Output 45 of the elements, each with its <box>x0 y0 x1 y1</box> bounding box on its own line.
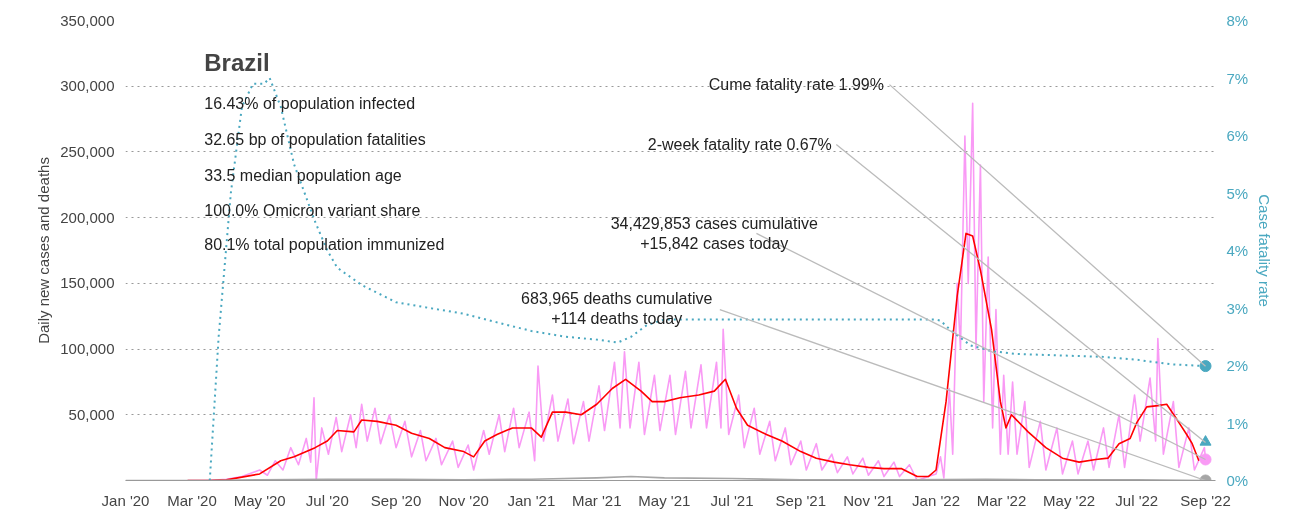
y-tick-label: 250,000 <box>60 142 115 160</box>
x-tick-label: Mar '20 <box>167 491 217 509</box>
x-tick-label: May '22 <box>1043 491 1096 509</box>
annotation: 16.43% of population infected <box>204 95 416 113</box>
annotation: 80.1% total population immunized <box>204 235 445 253</box>
y-tick-label: 350,000 <box>60 11 115 29</box>
x-tick-label: Sep '20 <box>370 491 422 509</box>
y2-tick-label: 0% <box>1226 472 1249 489</box>
x-tick-label: Mar '21 <box>571 491 622 509</box>
y2-tick-label: 5% <box>1226 184 1249 202</box>
text: Brazil <box>204 49 270 77</box>
x-tick-label: Jul '21 <box>710 491 754 509</box>
y2-tick-label: 2% <box>1226 357 1249 374</box>
y2-tick-label: 3% <box>1226 299 1249 317</box>
annotation: 683,965 deaths cumulative +114 deaths today <box>521 289 713 328</box>
y-axis-title: Daily new cases and deaths <box>35 157 53 344</box>
annotation: 100.0% Omicron variant share <box>204 201 421 219</box>
annotation: 32.65 bp of population fatalities <box>204 130 426 148</box>
y2-tick-label: 7% <box>1226 69 1249 87</box>
annotation: 34,429,853 cases cumulative +15,842 cases today <box>610 214 819 253</box>
x-tick-label: Jan '20 <box>101 491 150 509</box>
y2-axis-title: Case fatality rate <box>1256 194 1274 307</box>
x-tick-label: Nov '21 <box>843 491 894 509</box>
x-tick-label: Nov '20 <box>438 491 489 509</box>
y-tick-label: 50,000 <box>68 405 115 423</box>
x-tick-label: Jul '22 <box>1115 491 1159 509</box>
y-tick-label: 200,000 <box>60 208 115 226</box>
annotation: 33.5 median population age <box>204 166 402 184</box>
annotation: 2-week fatality rate 0.67% <box>647 135 832 153</box>
x-tick-label: May '21 <box>638 491 691 509</box>
x-tick-label: Jul '20 <box>305 491 349 509</box>
x-tick-label: Mar '22 <box>976 491 1027 509</box>
x-tick-label: Jan '22 <box>912 491 961 509</box>
annotation: Cume fatality rate 1.99% <box>708 76 884 94</box>
x-tick-label: Sep '22 <box>1180 491 1231 509</box>
y2-tick-label: 4% <box>1226 242 1249 259</box>
y2-tick-label: 6% <box>1226 127 1249 144</box>
y2-tick-label: 8% <box>1226 12 1249 29</box>
y-tick-label: 100,000 <box>60 340 115 358</box>
x-tick-label: Sep '21 <box>775 491 826 509</box>
x-tick-label: May '20 <box>233 491 286 509</box>
x-tick-label: Jan '21 <box>507 491 556 509</box>
y-tick-label: 300,000 <box>60 77 115 95</box>
y-tick-label: 150,000 <box>60 274 115 292</box>
y2-tick-label: 1% <box>1226 414 1249 432</box>
